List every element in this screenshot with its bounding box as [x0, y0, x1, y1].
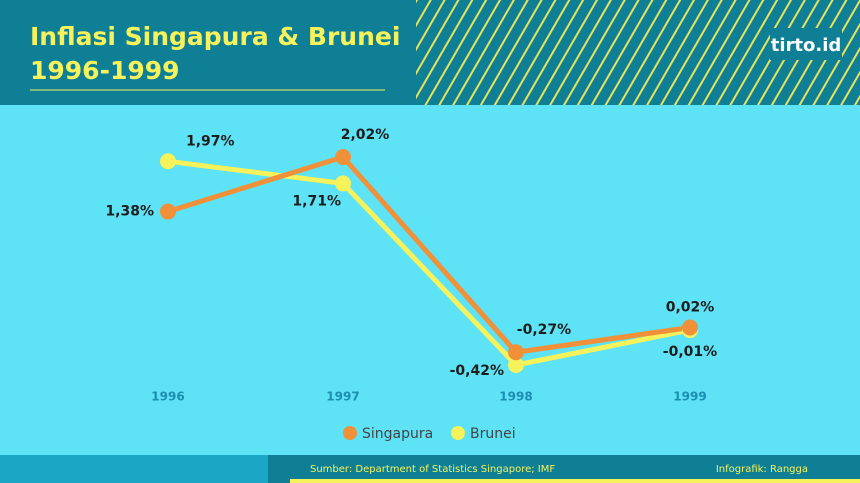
point [508, 344, 524, 361]
credit: Infografik: Rangga [716, 464, 808, 475]
value-label: -0,27% [517, 322, 571, 338]
footer-panel [268, 455, 860, 483]
x-tick-label: 1996 [151, 390, 184, 404]
point [335, 149, 351, 165]
x-tick-label: 1998 [499, 390, 532, 404]
logo-box [770, 28, 842, 60]
legend-swatch [451, 426, 465, 440]
chart-subtitle: 1996-1999 [30, 56, 180, 85]
x-tick-label: 1997 [326, 390, 359, 404]
legend-swatch [343, 426, 357, 440]
legend-label: Brunei [470, 426, 516, 442]
header [0, 0, 416, 105]
point [682, 319, 698, 336]
legend-label: Singapura [362, 426, 433, 442]
logo: tirto.id [771, 35, 842, 56]
source: Sumber: Department of Statistics Singapo… [310, 464, 555, 475]
value-label: 0,02% [666, 299, 715, 315]
series-line [167, 158, 691, 368]
value-label: -0,42% [450, 363, 504, 379]
x-tick-label: 1999 [673, 390, 706, 404]
point [160, 203, 176, 220]
value-label: 1,38% [105, 204, 154, 220]
chart-title: Inflasi Singapura & Brunei [30, 22, 400, 51]
value-label: 1,97% [186, 133, 235, 149]
footer-strip [290, 479, 860, 483]
value-label: 1,71% [292, 193, 341, 209]
series-line [167, 154, 691, 355]
point [160, 153, 176, 170]
point [335, 175, 351, 192]
point [508, 357, 524, 373]
value-label: 2,02% [341, 127, 390, 143]
value-label: -0,01% [663, 344, 717, 360]
